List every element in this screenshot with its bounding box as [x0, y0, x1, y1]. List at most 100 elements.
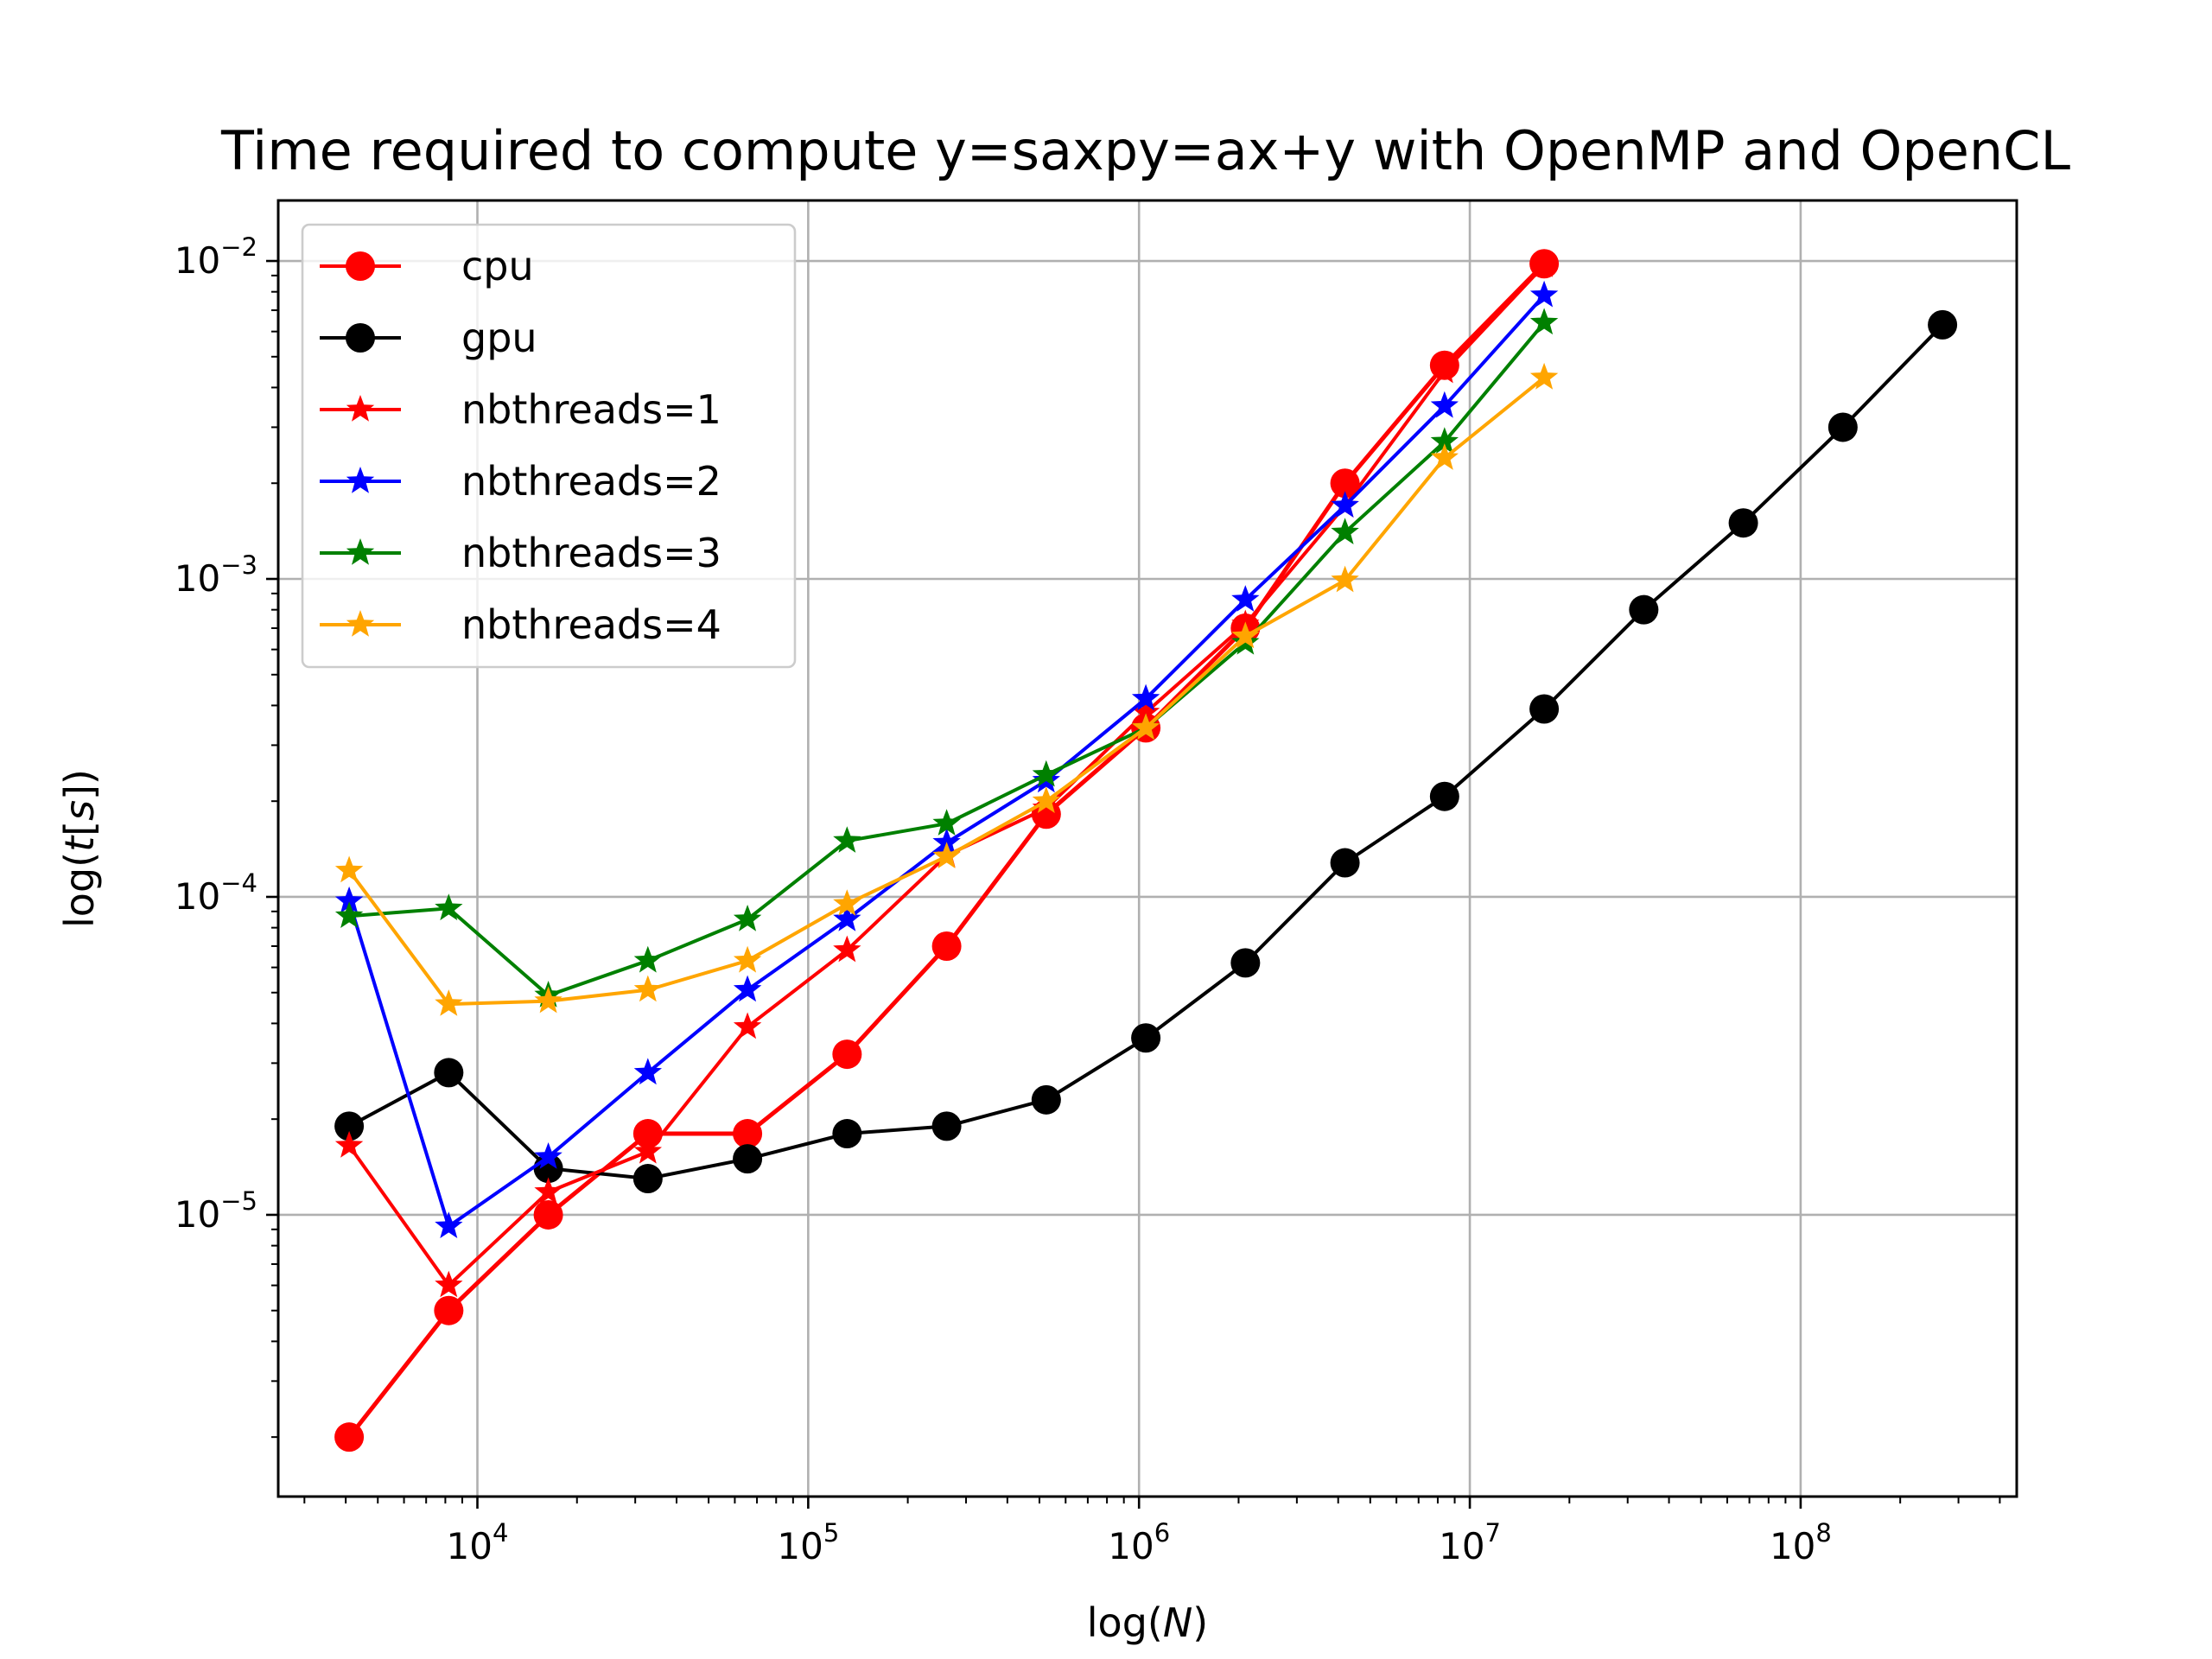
- series: [334, 249, 1958, 1452]
- y-axis-label: log(t[s]): [56, 769, 103, 928]
- x-tick-label-exponent: 6: [1154, 1518, 1170, 1548]
- x-tick-label: 107: [1439, 1518, 1501, 1567]
- legend-entry-cpu: cpu: [320, 243, 534, 289]
- data-point: [632, 1164, 663, 1194]
- legend-label: nbthreads=4: [461, 601, 721, 648]
- data-point: [534, 1142, 563, 1169]
- y-tick-label: 10−4: [175, 868, 257, 918]
- data-point: [633, 1136, 662, 1164]
- legend-entry-nbthreads-2: nbthreads=2: [320, 458, 721, 505]
- x-tick-label-exponent: 8: [1815, 1518, 1831, 1548]
- series-gpu: [334, 309, 1958, 1194]
- data-point: [434, 1295, 464, 1325]
- x-tick-label: 105: [777, 1518, 839, 1567]
- data-point: [832, 1039, 862, 1070]
- data-point: [435, 1270, 463, 1298]
- data-point: [1529, 308, 1559, 335]
- data-point: [334, 1422, 365, 1452]
- data-point: [1529, 280, 1559, 308]
- y-tick-label: 10−5: [175, 1186, 257, 1236]
- data-point: [1032, 786, 1060, 813]
- data-point: [833, 905, 861, 931]
- legend-marker: [346, 467, 375, 493]
- data-point: [334, 855, 364, 883]
- plot-frame: [276, 199, 2018, 1498]
- y-tick-label-exponent: −3: [220, 550, 257, 580]
- legend-label: cpu: [461, 243, 534, 289]
- data-point: [932, 809, 961, 836]
- legend-marker: [346, 538, 375, 565]
- y-tick-label: 10−3: [175, 550, 257, 600]
- data-point: [1330, 848, 1360, 878]
- data-point: [1529, 362, 1559, 390]
- x-tick-label: 108: [1770, 1518, 1832, 1567]
- legend-label: nbthreads=1: [461, 386, 721, 433]
- legend-entry-nbthreads-1: nbthreads=1: [320, 386, 721, 433]
- data-point: [534, 986, 563, 1014]
- data-point: [1728, 508, 1758, 538]
- x-axis-label: log(N): [1087, 1599, 1208, 1646]
- data-point: [1529, 694, 1560, 724]
- data-point: [434, 1058, 464, 1088]
- y-tick-label-base: 10: [175, 875, 220, 918]
- x-tick-label-exponent: 7: [1485, 1518, 1501, 1548]
- data-point: [334, 901, 364, 928]
- legend-entry-gpu: gpu: [320, 315, 537, 361]
- data-point: [1430, 391, 1459, 418]
- y-tick-label-base: 10: [175, 1193, 220, 1236]
- data-point: [931, 1111, 962, 1141]
- legend-box: [301, 223, 797, 669]
- y-tick-label-exponent: −5: [220, 1186, 257, 1216]
- data-point: [1331, 565, 1359, 593]
- legend-marker: [346, 395, 375, 422]
- data-point: [534, 1177, 563, 1205]
- data-point: [1629, 594, 1659, 625]
- legend-label: nbthreads=3: [461, 530, 721, 576]
- x-tick-label-base: 10: [447, 1525, 493, 1567]
- data-point: [931, 931, 962, 961]
- data-point: [533, 1199, 563, 1230]
- legend-entry-nbthreads-3: nbthreads=3: [320, 530, 721, 576]
- legend-marker: [346, 610, 375, 637]
- data-point: [1430, 356, 1459, 384]
- data-point: [633, 1058, 662, 1085]
- legend-entry-nbthreads-4: nbthreads=4: [320, 601, 721, 648]
- legend-label: nbthreads=2: [461, 458, 721, 505]
- x-tick-label-base: 10: [1439, 1525, 1484, 1567]
- series-cpu: [334, 249, 1560, 1452]
- data-point: [1330, 468, 1360, 499]
- data-point: [334, 886, 364, 913]
- data-point: [1230, 948, 1261, 978]
- data-point: [435, 893, 463, 921]
- chart-title: Time required to compute y=saxpy=ax+y wi…: [220, 119, 2070, 182]
- data-point: [435, 1211, 463, 1238]
- x-tick-label-exponent: 4: [493, 1518, 508, 1548]
- data-point: [833, 935, 861, 963]
- data-point: [833, 826, 861, 853]
- data-point: [1827, 412, 1858, 442]
- data-point: [932, 828, 961, 855]
- data-point: [1529, 250, 1559, 277]
- y-tick-label: 10−2: [175, 232, 257, 282]
- legend: cpu gpu nbthreads=1 nbthreads=2 nbthreads=3 n…: [301, 223, 797, 669]
- x-tick-label-base: 10: [1108, 1525, 1154, 1567]
- data-point: [932, 842, 961, 868]
- data-point: [1131, 683, 1160, 711]
- data-point: [633, 975, 662, 1002]
- data-point: [1031, 1084, 1061, 1115]
- legend-marker: [346, 251, 375, 281]
- y-tick-label-base: 10: [175, 239, 220, 282]
- data-point: [1331, 518, 1359, 544]
- minor-ticks: [271, 274, 2001, 1503]
- data-point: [832, 1119, 862, 1149]
- data-point: [1430, 427, 1459, 454]
- data-point: [1231, 621, 1260, 649]
- legend-marker: [346, 323, 375, 353]
- data-point: [733, 1144, 763, 1174]
- data-point: [1231, 585, 1260, 612]
- data-point: [1131, 713, 1160, 741]
- y-tick-label-exponent: −4: [220, 868, 257, 898]
- data-point: [435, 989, 463, 1016]
